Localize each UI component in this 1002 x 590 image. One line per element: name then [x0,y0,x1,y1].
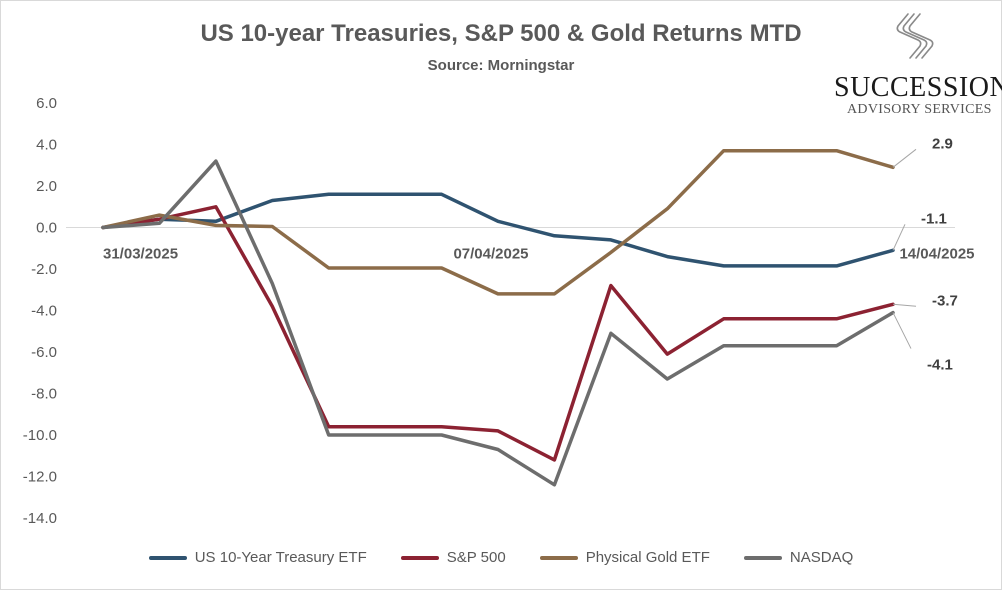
end-label-leader [892,148,917,168]
end-value-label: -4.1 [927,357,953,374]
legend-swatch [400,555,439,560]
legend-item: Physical Gold ETF [539,549,710,566]
series-line-us-10-year-treasury-etf [101,192,895,268]
chart-subtitle: Source: Morningstar [427,57,575,74]
company-logo: SUCCESSION ADVISORY SERVICES [826,6,1002,118]
date-label: 14/04/2025 [899,246,974,263]
y-tick-label: -10.0 [23,427,57,444]
logo-name: SUCCESSION [834,72,1002,103]
y-tick-label: 0.0 [36,220,57,237]
legend-label: US 10-Year Treasury ETF [194,549,367,566]
y-tick-label: -14.0 [23,510,57,527]
date-label: 31/03/2025 [103,246,178,263]
legend-label: S&P 500 [446,549,506,566]
end-value-label: -1.1 [921,210,947,227]
legend-label: Physical Gold ETF [585,549,710,566]
end-labels: -1.1 -3.7 2.9 -4.1 [892,135,958,374]
y-tick-label: -8.0 [31,386,57,403]
y-tick-label: -2.0 [31,261,57,278]
legend-label: NASDAQ [789,549,854,566]
end-label-leader [892,303,917,307]
legend-swatch [743,555,782,560]
end-value-label: 2.9 [932,135,953,152]
series-lines [101,148,895,487]
y-tick-label: -6.0 [31,344,57,361]
series-line-s-p-500 [101,205,895,462]
legend-item: NASDAQ [743,549,854,566]
chart-title: US 10-year Treasuries, S&P 500 & Gold Re… [200,20,802,47]
y-tick-label: -12.0 [23,469,57,486]
y-tick-label: 4.0 [36,137,57,154]
end-value-label: -3.7 [932,292,958,309]
date-label: 07/04/2025 [453,246,528,263]
date-labels: 31/03/2025 07/04/2025 14/04/2025 [103,246,975,263]
legend-item: US 10-Year Treasury ETF [148,549,367,566]
y-tick-label: 6.0 [36,95,57,112]
end-label-leader [892,312,912,349]
logo-mark-icon [896,13,934,59]
series-line-physical-gold-etf [101,148,895,296]
legend-swatch [539,555,578,560]
logo-tagline: ADVISORY SERVICES [847,102,992,117]
y-tick-label: -4.0 [31,303,57,320]
end-label-leader [892,224,906,251]
legend-swatch [148,555,187,560]
legend-item: S&P 500 [400,549,506,566]
y-tick-label: 2.0 [36,178,57,195]
chart-legend: US 10-Year Treasury ETF S&P 500 Physical G… [0,549,1002,566]
y-axis-ticks: 6.0 4.0 2.0 0.0 -2.0 -4.0 -6.0 -8.0 -10.0 -12.0 -1… [23,95,57,527]
series-line-nasdaq [101,159,895,487]
